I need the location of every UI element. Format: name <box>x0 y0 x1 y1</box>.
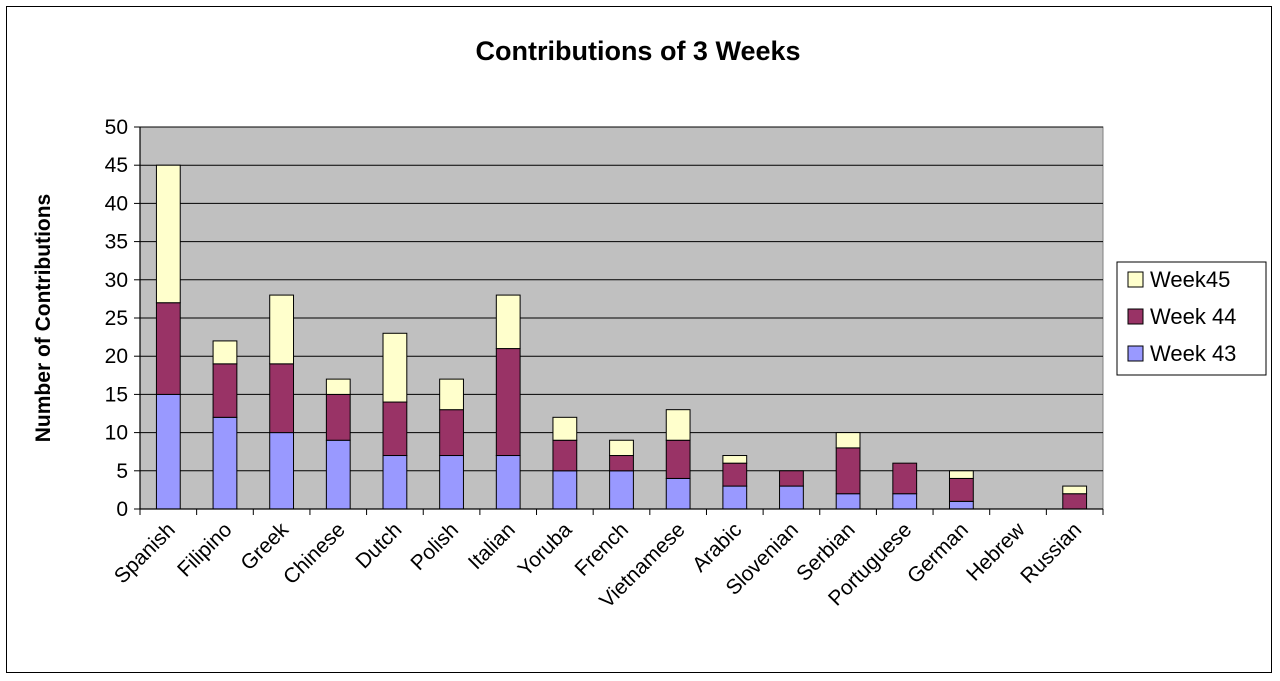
bar-segment <box>665 439 691 479</box>
bar-segment <box>779 470 804 487</box>
x-category-label: Chinese <box>279 518 350 589</box>
bar-segment <box>155 164 181 304</box>
y-tick-label: 5 <box>116 460 128 483</box>
bar-segment <box>382 332 408 403</box>
y-tick-label: 30 <box>105 269 128 292</box>
y-tick-label: 15 <box>105 383 128 406</box>
bar-segment <box>835 432 861 449</box>
legend-swatch <box>1127 345 1144 362</box>
bar-segment <box>552 470 578 510</box>
bar-segment <box>155 302 181 395</box>
bar-segment <box>382 401 408 457</box>
bar-segment <box>779 485 804 510</box>
legend-label: Week 43 <box>1150 341 1236 366</box>
y-tick-label: 25 <box>105 307 128 330</box>
x-category-label: Russian <box>1016 518 1086 588</box>
bar-segment <box>212 416 238 510</box>
bar-segment <box>155 393 181 510</box>
bar-segment <box>495 348 521 457</box>
legend-swatch <box>1127 308 1144 325</box>
bar-segment <box>269 294 295 365</box>
bar-segment <box>609 439 634 457</box>
bar-segment <box>382 455 408 510</box>
bar-segment <box>212 340 238 365</box>
bar-segment <box>722 485 748 510</box>
bar-segment <box>835 447 861 495</box>
y-tick-label: 10 <box>105 422 128 445</box>
bar-segment <box>495 455 521 510</box>
y-tick-label: 0 <box>116 498 128 521</box>
bar-segment <box>948 470 974 479</box>
bar-segment <box>1062 493 1088 510</box>
bar-segment <box>609 470 634 510</box>
bar-segment <box>325 393 351 441</box>
bar-segment <box>948 477 974 502</box>
bar-segment <box>665 409 691 441</box>
bar-segment <box>948 500 974 510</box>
bar-segment <box>212 363 238 418</box>
y-axis-ticks: 0 5 10 15 20 25 30 35 40 45 50 <box>105 116 140 521</box>
bar-segment <box>892 493 918 510</box>
legend-label: Week45 <box>1150 267 1230 292</box>
bar-segment <box>722 462 748 487</box>
bar-segment <box>439 455 464 510</box>
x-category-label: Yoruba <box>514 518 577 581</box>
bar-segment <box>722 455 748 464</box>
x-category-label: Spanish <box>110 518 180 588</box>
legend: Week45 Week 44 Week 43 <box>1116 261 1267 376</box>
y-tick-label: 20 <box>105 345 128 368</box>
x-category-label: Dutch <box>351 518 406 573</box>
bar-segment <box>439 378 464 411</box>
y-tick-label: 50 <box>105 116 128 139</box>
bar-segment <box>1062 485 1088 495</box>
bar-segment <box>325 378 351 395</box>
y-tick-label: 35 <box>105 231 128 254</box>
bars <box>155 164 1088 510</box>
bar-segment <box>325 439 351 510</box>
bar-segment <box>495 294 521 350</box>
bar-segment <box>269 432 295 510</box>
bar-segment <box>552 439 578 472</box>
x-category-label: German <box>903 518 973 588</box>
bar-segment <box>665 477 691 510</box>
bar-segment <box>609 455 634 472</box>
bar-segment <box>269 363 295 434</box>
y-tick-label: 45 <box>105 154 128 177</box>
bar-segment <box>835 493 861 510</box>
chart-title: Contributions of 3 Weeks <box>475 36 800 66</box>
legend-swatch <box>1127 271 1144 288</box>
x-category-label: Filipino <box>173 518 236 581</box>
x-category-label: Polish <box>406 518 463 575</box>
y-axis-label: Number of Contributions <box>32 194 55 442</box>
bar-segment <box>439 409 464 457</box>
grid-lines <box>140 126 1103 472</box>
bar-segment <box>892 462 918 495</box>
bar-segment <box>552 416 578 441</box>
x-category-label: Italian <box>464 518 520 574</box>
legend-label: Week 44 <box>1150 304 1236 329</box>
y-tick-label: 40 <box>105 192 128 215</box>
